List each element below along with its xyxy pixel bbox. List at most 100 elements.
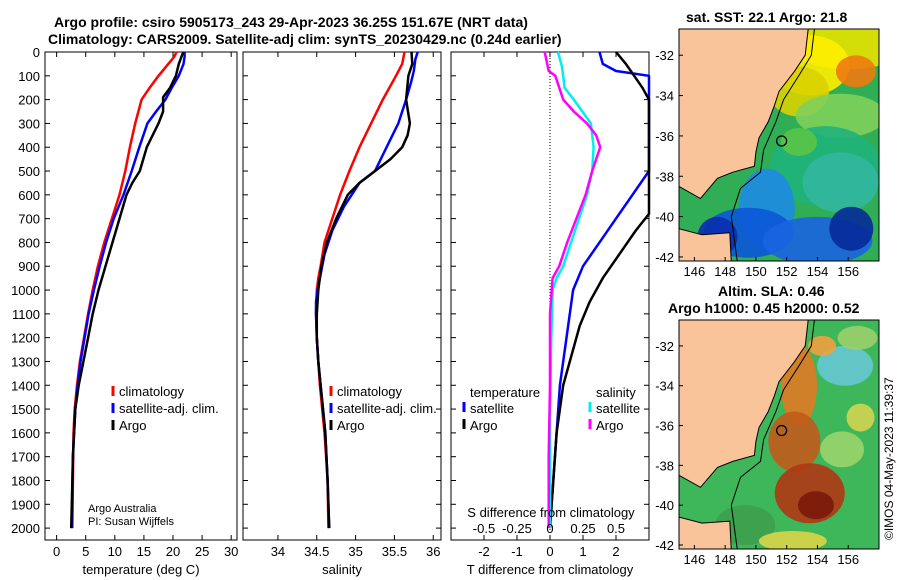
- ytick-label: 1000: [11, 283, 40, 298]
- isobath: [730, 320, 815, 549]
- legend-label: satellite-adj. clim.: [337, 401, 437, 416]
- map-xtick-label: 148: [714, 264, 736, 279]
- map-xtick-label: 148: [714, 552, 736, 567]
- land-mainland: [679, 29, 809, 200]
- legend-label: climatology: [337, 384, 403, 399]
- ytick-label: 1300: [11, 354, 40, 369]
- map-xtick-label: 154: [807, 264, 829, 279]
- ytick-label: 1700: [11, 450, 40, 465]
- axes-temp: [44, 51, 238, 541]
- map-xtick-label: 152: [776, 264, 798, 279]
- map-ytick-label: -36: [655, 129, 674, 144]
- map-xtick-label: 150: [745, 264, 767, 279]
- sla-map-title-line2: Argo h1000: 0.45 h2000: 0.52: [668, 300, 860, 316]
- ytick-label: 1200: [11, 331, 40, 346]
- float-marker: [775, 424, 788, 437]
- sla-patch: [820, 431, 865, 468]
- map-ytick-label: -32: [655, 339, 674, 354]
- map-frame: [678, 28, 880, 262]
- sla-patch: [797, 491, 834, 520]
- series-argo: [69, 51, 185, 529]
- xtick-label-diff: -2: [478, 544, 490, 559]
- ytick-label: 300: [18, 116, 40, 131]
- ytick-label: 1800: [11, 473, 40, 488]
- sla-patch: [817, 345, 874, 386]
- credit-pi: PI: Susan Wijffels: [88, 516, 174, 528]
- xtick-label-diff: -1: [511, 544, 523, 559]
- xlabel-temp: temperature (deg C): [82, 562, 199, 577]
- xtick2-label: 0.25: [570, 521, 595, 536]
- map-ytick-label: -42: [655, 538, 674, 553]
- ytick-label: 1400: [11, 378, 40, 393]
- xtick2-label: -0.5: [473, 521, 495, 536]
- isobath: [730, 29, 815, 261]
- xtick-label-temp: 25: [195, 544, 209, 559]
- xtick-label-diff: 0: [546, 544, 553, 559]
- ytick-label: 800: [18, 235, 40, 250]
- legend-label: Argo: [337, 418, 364, 433]
- series-t-satellite: [548, 51, 651, 529]
- land-tasmania: [679, 516, 732, 549]
- series-t-argo: [548, 51, 651, 529]
- sla-patch: [846, 403, 875, 432]
- map-ytick-label: -34: [655, 379, 674, 394]
- map-xtick-label: 146: [684, 264, 706, 279]
- map-ytick-label: -38: [655, 458, 674, 473]
- float-marker: [775, 135, 788, 147]
- legend-label: satellite: [596, 401, 640, 416]
- xtick-label-temp: 30: [224, 544, 238, 559]
- xlabel-sal: salinity: [322, 562, 362, 577]
- ytick-label: 2000: [11, 521, 40, 536]
- map-frame: [678, 319, 880, 550]
- xtick-label-sal: 34: [271, 544, 285, 559]
- map-xtick-label: 156: [837, 264, 859, 279]
- axes-sal: [242, 51, 442, 541]
- ytick-label: 700: [18, 212, 40, 227]
- xtick-label-diff: 2: [612, 544, 619, 559]
- land-mainland: [679, 320, 809, 488]
- sla-patch: [808, 335, 837, 356]
- xtick-label-sal: 35.5: [382, 544, 407, 559]
- sla-map-title-line1: Altim. SLA: 0.46: [718, 283, 825, 299]
- legend-label: Argo: [596, 418, 623, 433]
- figure-title-line2: Climatology: CARS2009. Satellite-adj cli…: [48, 31, 562, 47]
- ytick-label: 1100: [12, 307, 40, 322]
- map-ytick-label: -32: [655, 48, 674, 63]
- sst-map: [678, 28, 880, 262]
- ytick-label: 400: [18, 140, 40, 155]
- map-ytick-label: -34: [655, 89, 674, 104]
- xlabel-diff: T difference from climatology: [467, 562, 634, 577]
- legend-label: Argo: [470, 418, 497, 433]
- legend-title-temperature: temperature: [470, 385, 540, 400]
- xtick-label-sal: 36: [426, 544, 440, 559]
- xtick2-label: -0.25: [502, 521, 532, 536]
- sst-map-title: sat. SST: 22.1 Argo: 21.8: [686, 9, 848, 25]
- xtick-label-diff: 1: [579, 544, 586, 559]
- map-xtick-label: 152: [776, 552, 798, 567]
- ytick-label: 1900: [11, 497, 40, 512]
- map-xtick-label: 146: [684, 552, 706, 567]
- map-xtick-label: 154: [807, 552, 829, 567]
- sla-patch: [768, 411, 821, 472]
- figure-title-line1: Argo profile: csiro 5905173_243 29-Apr-2…: [54, 14, 528, 30]
- sla-map: [678, 319, 880, 550]
- map-ytick-label: -38: [655, 169, 674, 184]
- xtick-label-temp: 20: [166, 544, 180, 559]
- map-ytick-label: -40: [655, 498, 674, 513]
- xlabel2-diff: S difference from climatology: [467, 505, 635, 520]
- map-ytick-label: -40: [655, 210, 674, 225]
- map-xtick-label: 156: [837, 552, 859, 567]
- series-s-argo: [543, 51, 602, 529]
- credit-org: Argo Australia: [88, 503, 157, 515]
- map-xtick-label: 150: [745, 552, 767, 567]
- xtick-label-temp: 5: [82, 544, 89, 559]
- ytick-label: 1600: [11, 426, 40, 441]
- credit-stamp: ©IMOS 04-May-2023 11:39:37: [882, 377, 896, 540]
- legend-label: satellite-adj. clim.: [119, 401, 219, 416]
- xtick-label-temp: 0: [53, 544, 60, 559]
- sst-patch: [781, 127, 817, 156]
- xtick-label-temp: 15: [137, 544, 151, 559]
- map-ytick-label: -36: [655, 419, 674, 434]
- legend-label: climatology: [119, 384, 185, 399]
- xtick-label-temp: 10: [108, 544, 122, 559]
